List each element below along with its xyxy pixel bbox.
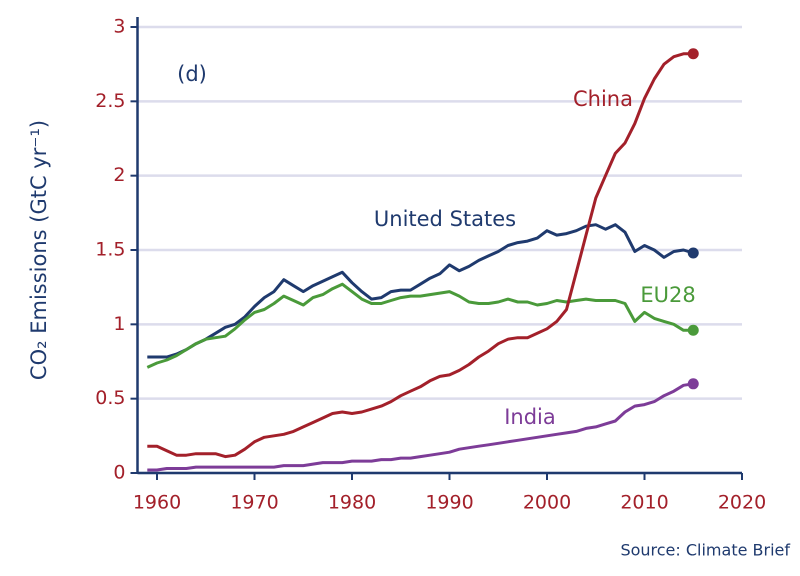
x-tick-label: 1980: [328, 492, 376, 514]
series-label: China: [573, 87, 633, 111]
x-tick-label: 1970: [230, 492, 278, 514]
series-line: [147, 52, 694, 459]
x-tick-label: 2000: [523, 492, 571, 514]
y-tick-label: 0: [113, 462, 125, 484]
source: Source: Climate Brief: [620, 541, 790, 560]
end-point: [687, 48, 699, 60]
x-tick-label: 1990: [425, 492, 473, 514]
x-tick-label: 1960: [133, 492, 181, 514]
series-line: [147, 223, 694, 359]
y-tick-label: 1: [113, 313, 125, 335]
y-axis-label: CO₂ Emissions (GtC yr⁻¹): [27, 120, 51, 380]
series-line: [147, 382, 694, 472]
series-line: [146, 282, 694, 369]
series-label: EU28: [640, 283, 695, 307]
x-tick-label: 2010: [620, 492, 668, 514]
y-tick-label: 0.5: [95, 387, 125, 409]
series-label: India: [504, 405, 556, 429]
series-label: United States: [374, 207, 516, 231]
x-tick-label: 2020: [718, 492, 766, 514]
end-point: [687, 247, 699, 259]
y-tick-label: 2: [113, 164, 125, 186]
y-tick-label: 2.5: [95, 90, 125, 112]
end-point: [687, 324, 699, 336]
y-tick-label: 3: [113, 16, 125, 38]
y-tick-label: 1.5: [95, 239, 125, 261]
end-point: [687, 378, 699, 390]
panel-label: (d): [177, 62, 207, 86]
